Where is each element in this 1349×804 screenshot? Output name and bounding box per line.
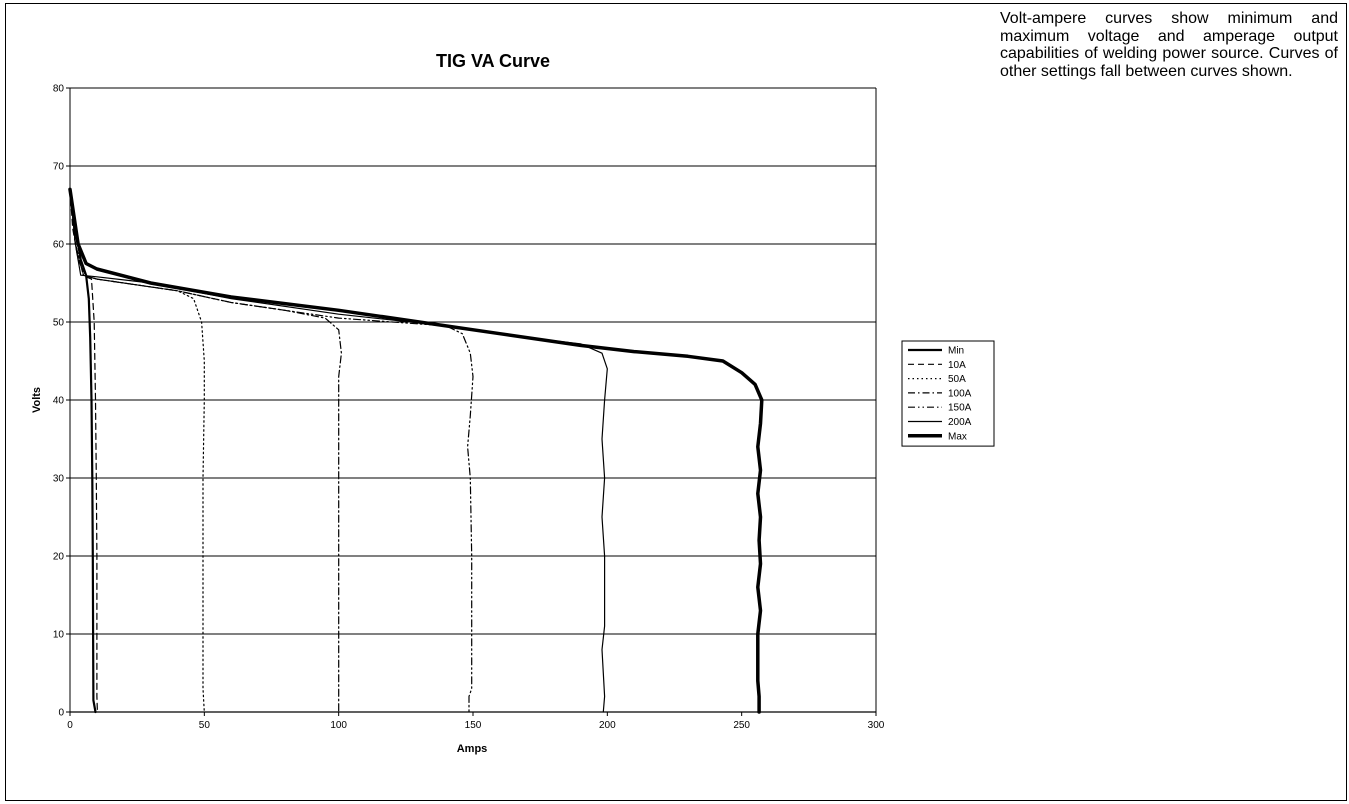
x-tick-label: 200	[599, 720, 616, 731]
description-text: Volt-ampere curves show minimum and maxi…	[1000, 10, 1338, 80]
chart-title: TIG VA Curve	[436, 51, 550, 71]
y-tick-label: 0	[58, 708, 64, 719]
y-tick-label: 10	[53, 630, 65, 641]
legend-box	[901, 340, 995, 447]
legend-label-10a: 10A	[948, 360, 966, 371]
legend-label-100a: 100A	[948, 388, 972, 399]
y-tick-label: 70	[53, 162, 65, 173]
gridlines	[70, 87, 876, 635]
x-tick-label: 150	[465, 720, 482, 731]
y-tick-label: 20	[53, 552, 65, 563]
series-line-200a	[69, 188, 608, 713]
legend-label-150a: 150A	[948, 403, 972, 414]
series-line-150a	[69, 188, 474, 713]
chart-frame	[5, 3, 1347, 801]
y-tick-label: 30	[53, 474, 65, 485]
legend-label-50a: 50A	[948, 374, 966, 385]
legend-label-max: Max	[948, 431, 967, 442]
x-tick-label: 250	[733, 720, 750, 731]
series-line-max	[68, 187, 764, 714]
y-tick-label: 50	[53, 318, 65, 329]
x-tick-label: 0	[67, 720, 73, 731]
x-tick-label: 50	[199, 720, 211, 731]
x-axis-label: Amps	[457, 743, 488, 755]
x-tick-label: 300	[868, 720, 885, 731]
y-tick-label: 60	[53, 240, 65, 251]
y-tick-label: 40	[53, 396, 65, 407]
legend: Min 10A 50A 100A 150A 200A Max	[901, 340, 995, 447]
legend-label-200a: 200A	[948, 417, 972, 428]
va-curve-chart: TIG VA Curve 0 10 20 30 40 50 60 70 80 0 50 100 150 2…	[31, 51, 995, 755]
y-axis-label: Volts	[31, 387, 43, 413]
x-tick-label: 100	[330, 720, 347, 731]
series-lines	[68, 187, 764, 714]
y-tick-label: 80	[53, 84, 65, 95]
legend-label-min: Min	[948, 346, 964, 357]
